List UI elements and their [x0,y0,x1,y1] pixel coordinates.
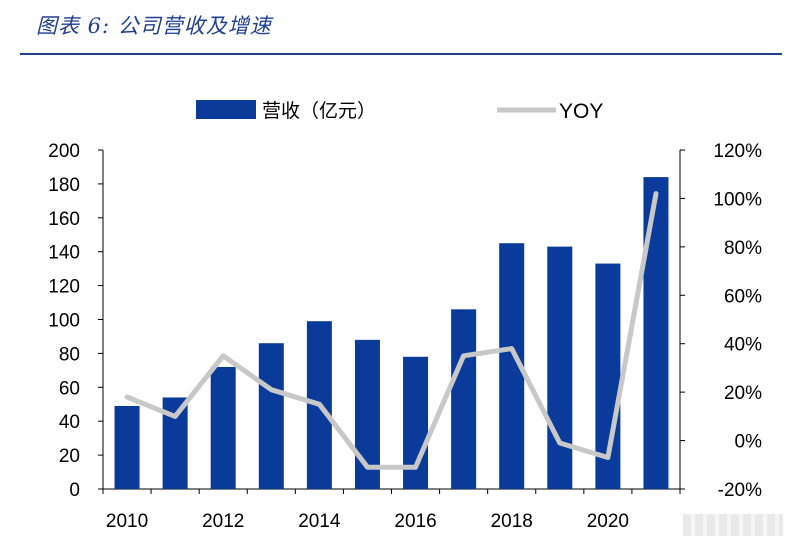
yoy-point [654,192,657,195]
left-tick-label: 120 [48,277,80,298]
x-tick-label: 2020 [587,511,629,532]
figure-title: 图表 6: 公司营收及增速 [36,14,272,38]
right-tick-label: 60% [724,286,762,307]
yoy-point [318,403,321,406]
right-tick-label: 40% [724,335,762,356]
revenue-bar [258,343,284,489]
revenue-bar [547,246,573,489]
yoy-point [366,466,369,469]
left-tick-label: 140 [48,243,80,264]
chart-legend: 营收（亿元） YOY [196,100,603,123]
left-tick-label: 180 [48,175,80,196]
left-tick-label: 100 [48,311,80,332]
yoy-point [126,395,129,398]
right-tick-label: 100% [713,189,762,210]
right-tick-label: -20% [718,480,762,501]
left-tick-label: 40 [59,412,80,433]
yoy-point [510,347,513,350]
yoy-point [270,388,273,391]
yoy-polyline [124,191,659,470]
yoy-line [124,191,659,470]
yoy-point [462,354,465,357]
x-tick-label: 2012 [202,511,244,532]
legend-revenue-label: 营收（亿元） [262,100,376,122]
x-tick-label: 2016 [394,511,436,532]
yoy-point [558,441,561,444]
revenue-bar [210,366,236,489]
left-tick-label: 160 [48,209,80,230]
yoy-point [414,466,417,469]
right-tick-label: 80% [724,238,762,259]
yoy-point [606,456,609,459]
right-tick-label: 20% [724,383,762,404]
revenue-bar [643,177,669,489]
revenue-bar [451,309,477,489]
watermark-blur [683,514,783,536]
x-tick-label: 2018 [491,511,533,532]
yoy-point [222,354,225,357]
revenue-bars [114,177,669,489]
left-tick-label: 0 [69,480,80,501]
revenue-bar [114,405,140,489]
legend-yoy-label: YOY [559,100,603,123]
chart-axes: 0 20 40 60 80 100 120 140 160 180 200 -20% 0% 20% 40% 6… [48,141,762,501]
left-tick-label: 80 [59,344,80,365]
left-tick-label: 200 [48,141,80,162]
x-tick-label: 2010 [106,511,148,532]
title-divider [20,53,782,55]
yoy-point [174,415,177,418]
left-tick-label: 20 [59,446,80,467]
right-tick-label: 120% [713,141,762,162]
legend-bar-swatch [196,100,256,119]
x-axis-labels: 2010 2012 2014 2016 2018 2020 [106,511,629,532]
x-tick-label: 2014 [298,511,341,532]
left-tick-label: 60 [59,378,80,399]
right-tick-label: 0% [735,432,763,453]
